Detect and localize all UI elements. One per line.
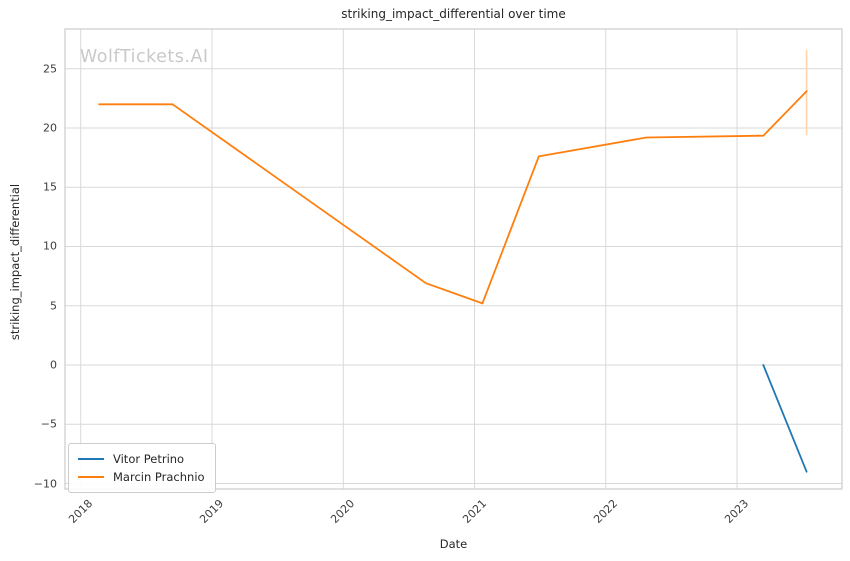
y-tick-label: 25 <box>43 62 57 76</box>
y-axis-label: striking_impact_differential <box>8 183 22 341</box>
watermark: WolfTickets.AI <box>80 47 209 67</box>
chart-title: striking_impact_differential over time <box>341 7 566 21</box>
line-vitor-petrino <box>762 364 808 473</box>
y-tick-label: 15 <box>43 180 57 194</box>
legend-label: Marcin Prachnio <box>113 470 205 484</box>
legend-item-vitor-petrino: Vitor Petrino <box>78 450 205 468</box>
x-axis-label: Date <box>439 537 468 551</box>
y-tick-label: 0 <box>50 358 57 372</box>
y-tick-label: 20 <box>43 121 57 135</box>
legend-line-swatch-orange <box>78 476 104 478</box>
y-tick-label: 10 <box>43 239 57 253</box>
legend-line-swatch-blue <box>78 458 104 460</box>
y-tick-label: −5 <box>40 417 57 431</box>
line-marcin-prachnio <box>98 90 808 305</box>
legend: Vitor Petrino Marcin Prachnio <box>68 443 216 493</box>
legend-item-marcin-prachnio: Marcin Prachnio <box>78 468 205 486</box>
legend-label: Vitor Petrino <box>113 452 185 466</box>
y-tick-label: 5 <box>50 299 57 313</box>
y-tick-label: −10 <box>33 477 57 491</box>
plot-border <box>64 28 843 490</box>
